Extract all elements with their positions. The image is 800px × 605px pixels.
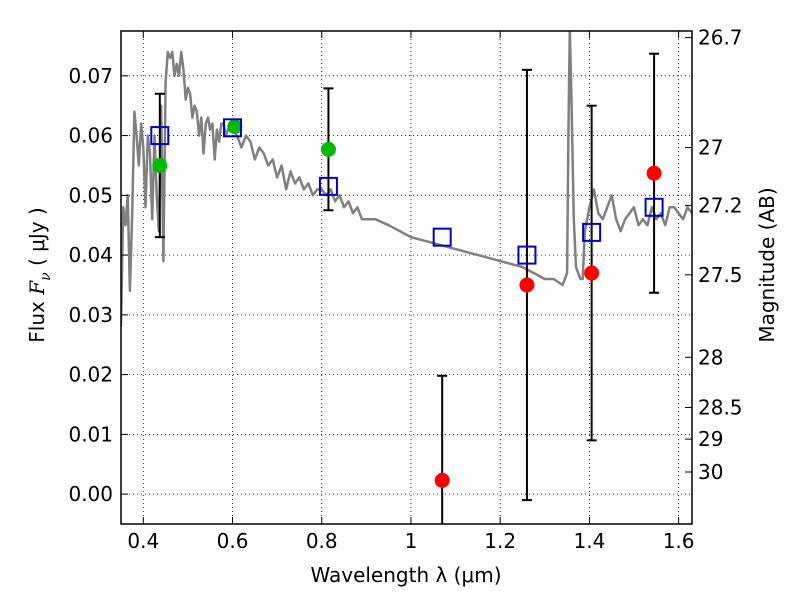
right-axis-title: Magnitude (AB) <box>755 187 779 342</box>
y-tick-label: 0.04 <box>68 243 113 267</box>
photometry-point <box>584 265 600 281</box>
right-tick-label: 28.5 <box>698 395 743 419</box>
y-tick-label: 0.06 <box>68 124 113 148</box>
x-tick-label: 0.6 <box>217 529 249 553</box>
x-tick-label: 1.6 <box>663 529 695 553</box>
y-tick-label: 0.03 <box>68 303 113 327</box>
model-square <box>517 245 537 265</box>
y-tick-label: 0.05 <box>68 183 113 207</box>
model-square <box>318 176 338 196</box>
x-tick-label: 0.4 <box>127 529 159 553</box>
photometry-point <box>519 277 535 293</box>
x-tick-label: 1.2 <box>484 529 516 553</box>
y-axis-title: Flux Fν ( μJy ) <box>25 207 54 342</box>
photometry-point <box>152 157 168 173</box>
photometry-point <box>320 141 336 157</box>
template-spectrum-line <box>121 31 692 327</box>
right-tick-label: 30 <box>698 460 723 484</box>
y-tick-label: 0.01 <box>68 422 113 446</box>
model-square <box>644 197 664 217</box>
tick-layer: 0.4 0.6 0.8 1 1.2 1.4 1.6 0.00 0.01 0.02 0.03 0.04 0… <box>68 26 742 553</box>
x-tick-label: 1 <box>405 529 418 553</box>
right-tick-label: 29 <box>698 427 723 451</box>
photometry-point <box>227 119 243 135</box>
y-tick-label: 0.02 <box>68 363 113 387</box>
model-square <box>582 222 602 242</box>
right-tick-label: 27 <box>698 136 723 160</box>
right-tick-label: 27.5 <box>698 263 743 287</box>
photometry-point <box>646 165 662 181</box>
model-square <box>223 118 243 138</box>
right-tick-label: 26.7 <box>698 26 743 50</box>
x-tick-label: 1.4 <box>573 529 605 553</box>
x-tick-label: 0.8 <box>306 529 338 553</box>
model-square <box>432 227 452 247</box>
x-axis-title: Wavelength λ (μm) <box>310 563 501 587</box>
grid-layer <box>121 31 692 524</box>
plot-frame <box>120 30 693 525</box>
y-tick-label: 0.00 <box>68 482 113 506</box>
right-tick-label: 27.2 <box>698 193 743 217</box>
y-tick-label: 0.07 <box>68 64 113 88</box>
right-tick-label: 28 <box>698 345 723 369</box>
data-group <box>121 31 692 524</box>
model-square <box>150 126 170 146</box>
photometry-point <box>434 472 450 488</box>
plot-layer <box>121 31 692 524</box>
